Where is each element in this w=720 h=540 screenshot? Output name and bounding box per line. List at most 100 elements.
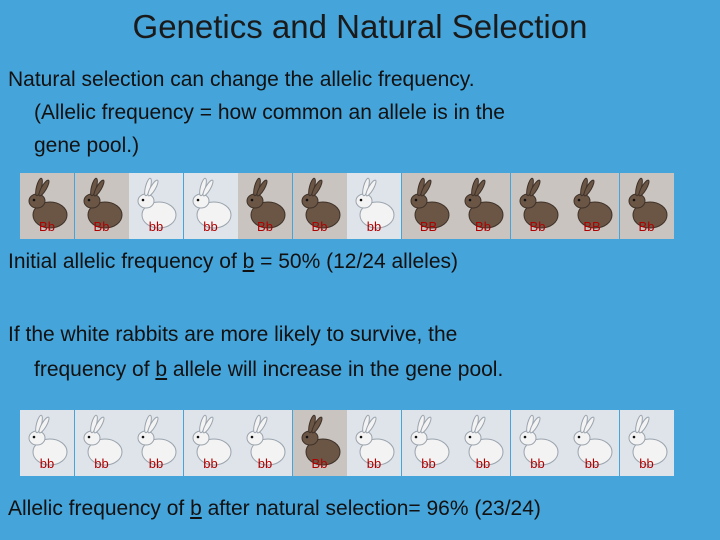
genotype-label: bb: [530, 456, 545, 471]
rabbit-image: [183, 410, 238, 476]
text-line: frequency of b allele will increase in t…: [34, 358, 503, 382]
rabbit-body: [577, 438, 613, 466]
rabbit-eye: [523, 198, 526, 202]
rabbit-body: [414, 201, 449, 229]
rabbit-image: [510, 173, 565, 239]
rabbit-eye: [141, 435, 145, 439]
rabbit-eye: [632, 435, 635, 439]
rabbit-row: bb bb bb bb bb Bb bb bb bb bb bb bb: [20, 410, 678, 476]
rabbit-body: [305, 438, 340, 466]
rabbit-image: [619, 410, 674, 476]
text: Allelic frequency of: [8, 497, 191, 520]
text-line: If the white rabbits are more likely to …: [8, 323, 458, 346]
rabbit-ear: [420, 179, 431, 197]
rabbit-eye: [196, 198, 199, 202]
rabbit-body: [32, 201, 68, 229]
rabbit-body: [196, 201, 231, 229]
text-line: Allelic frequency of b after natural sel…: [8, 497, 541, 521]
text: after natural selection= 96% (23/24): [201, 497, 541, 520]
rabbit-eye: [141, 198, 145, 202]
rabbit-ear: [147, 416, 159, 434]
genotype-label: Bb: [311, 219, 328, 234]
rabbit-image: [183, 173, 238, 239]
rabbit-image: [292, 410, 347, 476]
rabbit-image: [456, 173, 510, 239]
rabbit-ear: [38, 179, 50, 197]
rabbit-eye: [359, 198, 363, 202]
rabbit-eye: [250, 435, 254, 439]
rabbit-image: [401, 410, 456, 476]
text-line: gene pool.): [34, 134, 140, 157]
rabbit-body: [250, 438, 286, 466]
rabbit-body: [250, 201, 286, 229]
text: frequency of: [34, 358, 156, 381]
genotype-label: bb: [584, 456, 600, 471]
text: b: [155, 358, 168, 381]
rabbit-image: [401, 173, 456, 239]
rabbit-image: [347, 173, 401, 239]
rabbit-body: [141, 438, 177, 466]
genotype-label: Bb: [475, 219, 491, 234]
rabbit-body: [305, 201, 340, 229]
rabbit-ear: [420, 416, 431, 434]
rabbit-ear: [529, 416, 540, 434]
rabbit-eye: [468, 435, 472, 439]
rabbit-ear: [202, 416, 213, 434]
text: = 50% (12/24 alleles): [254, 250, 459, 273]
rabbit-image: [20, 410, 74, 476]
genotype-label: bb: [203, 456, 218, 471]
rabbit-body: [359, 438, 395, 466]
rabbit-image: [238, 173, 292, 239]
rabbit-ear: [311, 179, 322, 197]
genotype-label: Bb: [93, 219, 110, 234]
rabbit-body: [32, 438, 68, 466]
genotype-label: Bb: [39, 219, 55, 234]
text: b: [190, 497, 202, 520]
rabbit-body: [196, 438, 231, 466]
rabbit-body: [87, 201, 122, 229]
rabbit-eye: [305, 435, 308, 439]
rabbit-ear: [311, 416, 322, 434]
rabbit-body: [414, 438, 449, 466]
rabbit-image: [238, 410, 292, 476]
rabbit-image: [565, 173, 619, 239]
genotype-label: Bb: [311, 456, 328, 471]
rabbit-body: [632, 438, 667, 466]
text: Initial allelic frequency of: [8, 250, 243, 273]
rabbit-eye: [577, 198, 581, 202]
rabbit-ear: [583, 416, 595, 434]
rabbit-eye: [414, 435, 417, 439]
genotype-label: bb: [148, 456, 164, 471]
rabbit-body: [632, 201, 667, 229]
text: allele will increase in the gene pool.: [167, 358, 504, 381]
rabbit-eye: [32, 198, 36, 202]
genotype-label: bb: [421, 456, 436, 471]
rabbit-ear: [638, 179, 649, 197]
genotype-label: bb: [94, 456, 109, 471]
rabbit-body: [523, 438, 558, 466]
rabbit-body: [87, 438, 122, 466]
rabbit-image: [129, 173, 183, 239]
rabbit-ear: [147, 179, 159, 197]
genotype-label: bb: [148, 219, 164, 234]
rabbit-eye: [523, 435, 526, 439]
genotype-label: bb: [475, 456, 491, 471]
rabbit-ear: [474, 179, 486, 197]
genotype-label: BB: [419, 219, 438, 234]
rabbit-ear: [93, 179, 104, 197]
rabbit-ear: [638, 416, 649, 434]
rabbit-image: [565, 410, 619, 476]
rabbit-body: [577, 201, 613, 229]
rabbit-body: [141, 201, 177, 229]
rabbit-image: [292, 173, 347, 239]
rabbit-image: [619, 173, 674, 239]
text-line: Initial allelic frequency of b = 50% (12…: [8, 250, 458, 274]
rabbit-body: [359, 201, 395, 229]
rabbit-eye: [359, 435, 363, 439]
genotype-label: Bb: [529, 219, 546, 234]
rabbit-eye: [250, 198, 254, 202]
rabbit-image: [129, 410, 183, 476]
rabbit-ear: [474, 416, 486, 434]
rabbit-ear: [93, 416, 104, 434]
